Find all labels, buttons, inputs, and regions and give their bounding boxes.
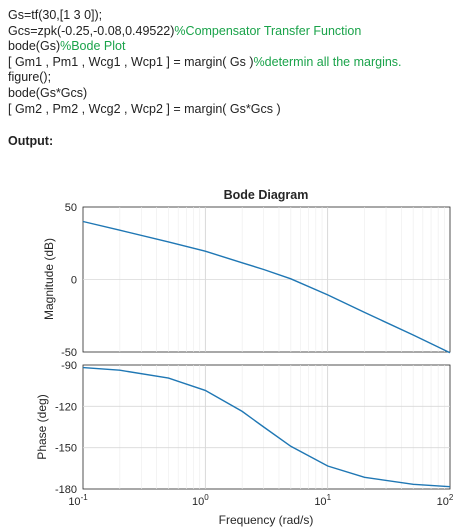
- phase-axes: [82, 364, 451, 490]
- chart-title: Bode Diagram: [224, 188, 309, 202]
- phase-y-label: Phase (deg): [35, 394, 49, 459]
- code-comment: %Bode Plot: [60, 39, 126, 54]
- y-tick-label: -50: [61, 347, 77, 359]
- y-tick-label: 50: [65, 202, 77, 214]
- code-line: [ Gm1 , Pm1 , Wcg1 , Wcp1 ] = margin( Gs…: [8, 55, 402, 71]
- magnitude-panel: 50 0 -50 Magnitude (dB): [42, 202, 451, 359]
- code-line: Gcs=zpk(-0.25,-0.08,0.49522)%Compensator…: [8, 24, 402, 40]
- phase-grid: [83, 365, 450, 489]
- code-text: Gcs=zpk(-0.25,-0.08,0.49522): [8, 23, 175, 38]
- magnitude-series-line: [82, 220, 451, 354]
- x-tick-label: 100: [192, 493, 209, 508]
- code-block: Gs=tf(30,[1 3 0]); Gcs=zpk(-0.25,-0.08,0…: [8, 8, 402, 117]
- magnitude-y-ticks: 50 0 -50: [61, 202, 77, 359]
- phase-panel: -90 -120 -150 -180 Phase (deg): [35, 360, 451, 496]
- y-tick-label: -150: [55, 443, 77, 455]
- y-tick-label: 0: [71, 275, 77, 287]
- bode-diagram: Bode Diagram 50 0 -50 Magnitude (dB) -90 -1…: [35, 188, 454, 527]
- x-tick-label: 101: [314, 493, 331, 508]
- x-axis-label: Frequency (rad/s): [219, 513, 314, 527]
- phase-y-ticks: -90 -120 -150 -180: [55, 360, 77, 496]
- code-line: figure();: [8, 70, 402, 86]
- phase-series-line: [82, 366, 451, 488]
- code-line: [ Gm2 , Pm2 , Wcg2 , Wcp2 ] = margin( Gs…: [8, 102, 402, 118]
- y-tick-label: -120: [55, 401, 77, 413]
- magnitude-y-label: Magnitude (dB): [42, 238, 56, 320]
- output-label: Output:: [8, 134, 54, 148]
- x-tick-label: 10-1: [68, 493, 88, 508]
- x-tick-labels: 10-1 100 101 102: [68, 493, 454, 508]
- code-line: bode(Gs)%Bode Plot: [8, 39, 402, 55]
- magnitude-grid: [83, 207, 450, 352]
- code-text: [ Gm2 , Pm2 , Wcg2 , Wcp2 ] = margin( Gs…: [8, 101, 281, 116]
- code-text: bode(Gs*Gcs): [8, 85, 88, 100]
- code-text: figure();: [8, 70, 52, 85]
- y-tick-label: -90: [61, 360, 77, 372]
- x-tick-label: 102: [437, 493, 454, 508]
- code-text: [ Gm1 , Pm1 , Wcg1 , Wcp1 ] = margin( Gs…: [8, 54, 254, 69]
- code-line: bode(Gs*Gcs): [8, 86, 402, 102]
- code-text: Gs=tf(30,[1 3 0]);: [8, 8, 103, 22]
- code-comment: %determin all the margins.: [253, 54, 402, 69]
- code-comment: %Compensator Transfer Function: [174, 23, 362, 38]
- y-tick-label: -180: [55, 484, 77, 496]
- code-text: bode(Gs): [8, 39, 61, 54]
- code-line: Gs=tf(30,[1 3 0]);: [8, 8, 402, 24]
